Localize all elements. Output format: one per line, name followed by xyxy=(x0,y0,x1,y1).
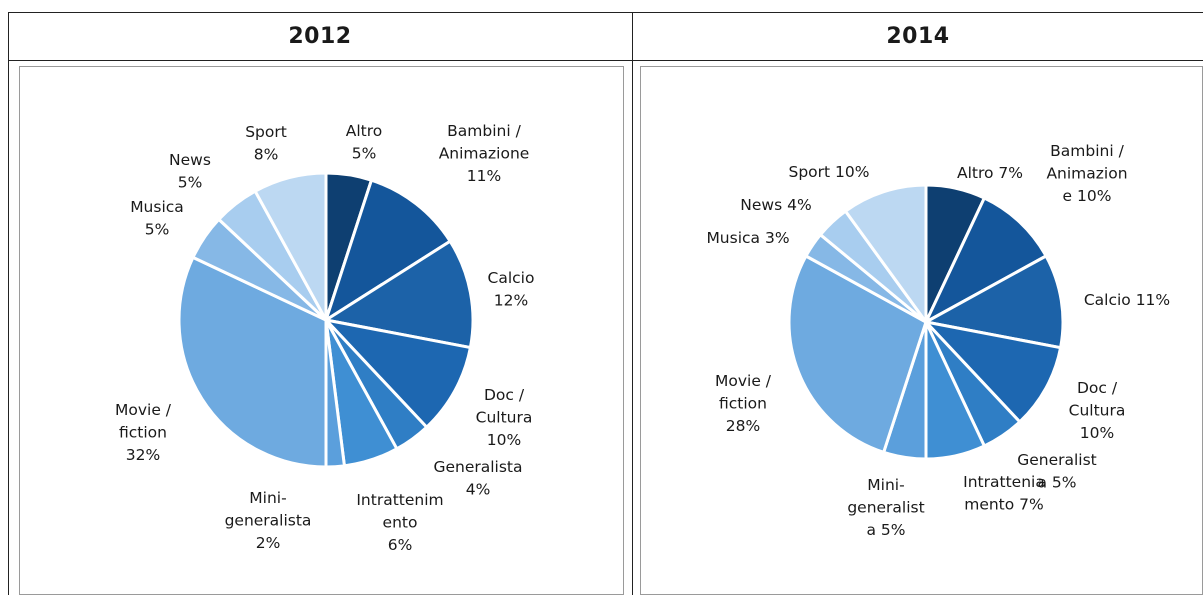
slice-label-2014-doc-cultura: Doc / Cultura 10% xyxy=(1069,379,1126,442)
pie-slice-2012-calcio xyxy=(324,239,475,350)
pie-slice-2012-doc-cultura xyxy=(324,318,472,429)
slice-label-2014-movie-fiction: Movie / fiction 28% xyxy=(715,372,772,435)
slice-label-2014-bambini-animazione: Bambini / Animazion e 10% xyxy=(1046,142,1127,205)
slice-label-2012-generalista: Generalista 4% xyxy=(433,458,522,498)
pie-slice-2014-bambini-animazione xyxy=(924,196,1048,324)
slice-label-2012-musica: Musica 5% xyxy=(130,198,184,238)
pie-slice-2014-sport xyxy=(843,183,928,324)
pie-slice-2012-sport xyxy=(253,171,328,322)
header-divider xyxy=(8,60,1203,61)
slice-label-2012-sport: Sport 8% xyxy=(245,123,287,163)
slice-label-2012-intrattenimento: Intrattenim ento 6% xyxy=(356,491,443,554)
slice-label-2012-calcio: Calcio 12% xyxy=(488,269,535,309)
slice-label-2014-sport: Sport 10% xyxy=(789,163,870,181)
panel-title-2014: 2014 xyxy=(886,24,950,49)
slice-label-2014-musica: Musica 3% xyxy=(706,229,789,247)
slice-label-2012-news: News 5% xyxy=(169,151,211,191)
panel-title-2012: 2012 xyxy=(288,24,352,49)
slice-label-2014-calcio: Calcio 11% xyxy=(1084,291,1170,309)
slice-label-2014-altro: Altro 7% xyxy=(957,164,1023,182)
slice-label-2014-mini-generalista: Mini-generalist a 5% xyxy=(847,476,924,539)
slice-label-2014-intrattenimento: Intrattenia mento 7% xyxy=(963,473,1045,513)
pie-slice-2012-bambini-animazione xyxy=(324,178,452,322)
slice-label-2012-altro: Altro 5% xyxy=(346,122,383,162)
table-frame xyxy=(8,12,1203,595)
column-divider xyxy=(632,12,633,595)
slice-label-2012-movie-fiction: Movie / fiction 32% xyxy=(115,401,172,464)
slice-label-2012-bambini-animazione: Bambini / Animazione 11% xyxy=(439,122,530,185)
slice-label-2014-news: News 4% xyxy=(740,196,811,214)
slice-label-2012-mini-generalista: Mini-generalista 2% xyxy=(225,489,312,552)
pie-slice-2014-doc-cultura xyxy=(924,320,1063,424)
pie-slice-2014-movie-fiction xyxy=(787,254,928,454)
slice-label-2014-generalista: Generalist a 5% xyxy=(1017,451,1097,491)
slice-label-2012-doc-cultura: Doc / Cultura 10% xyxy=(476,386,533,449)
pie-slice-2012-movie-fiction xyxy=(177,255,328,469)
pie-slice-2014-calcio xyxy=(924,254,1065,350)
